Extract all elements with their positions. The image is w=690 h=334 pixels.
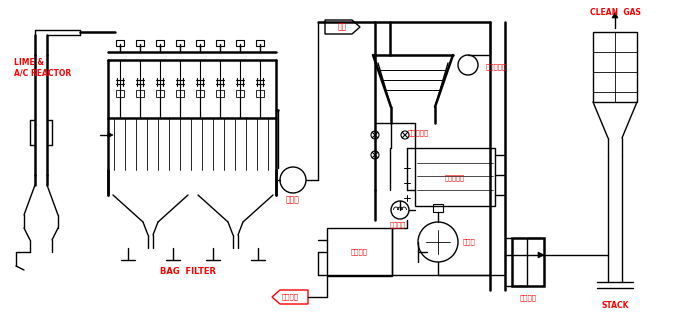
Text: 냉각통: 냉각통 <box>463 239 475 245</box>
Polygon shape <box>272 290 308 304</box>
Bar <box>176 40 184 46</box>
Bar <box>196 90 204 97</box>
Bar <box>116 90 124 97</box>
Text: 세열펜프: 세열펜프 <box>390 222 406 228</box>
Bar <box>327 228 392 276</box>
Text: 세열수필터: 세열수필터 <box>445 175 465 181</box>
Text: CLEAN  GAS: CLEAN GAS <box>589 7 640 16</box>
Text: 교반환기: 교반환기 <box>351 249 368 255</box>
Bar <box>216 90 224 97</box>
Bar <box>415 148 495 206</box>
Circle shape <box>458 55 478 75</box>
Bar <box>136 40 144 46</box>
Bar <box>433 204 443 212</box>
Circle shape <box>418 222 458 262</box>
Circle shape <box>391 201 409 219</box>
Polygon shape <box>108 133 113 138</box>
Bar <box>116 40 124 46</box>
Polygon shape <box>538 252 544 258</box>
Bar <box>156 90 164 97</box>
Text: 블로우아웃: 블로우아웃 <box>486 64 507 70</box>
Polygon shape <box>612 12 618 18</box>
Bar <box>593 32 637 102</box>
Circle shape <box>280 167 306 193</box>
Bar <box>236 40 244 46</box>
Bar <box>512 238 544 286</box>
Bar <box>196 40 204 46</box>
Circle shape <box>401 131 409 139</box>
Bar <box>136 90 144 97</box>
Text: 용수: 용수 <box>337 22 346 31</box>
Text: 재치리액: 재치리액 <box>282 294 299 300</box>
Text: 세열반응기: 세열반응기 <box>407 130 428 136</box>
Bar <box>156 40 164 46</box>
Text: STACK: STACK <box>601 301 629 310</box>
Bar <box>256 90 264 97</box>
Bar <box>256 40 264 46</box>
Text: LIME &
A/C REACTOR: LIME & A/C REACTOR <box>14 58 71 78</box>
Bar <box>236 90 244 97</box>
Bar <box>176 90 184 97</box>
Text: 송풍기: 송풍기 <box>286 195 300 204</box>
Bar <box>216 40 224 46</box>
Polygon shape <box>325 20 360 34</box>
Circle shape <box>371 151 379 159</box>
Text: BAG  FILTER: BAG FILTER <box>160 268 216 277</box>
Circle shape <box>371 131 379 139</box>
Text: 약품킱크: 약품킱크 <box>520 295 537 301</box>
